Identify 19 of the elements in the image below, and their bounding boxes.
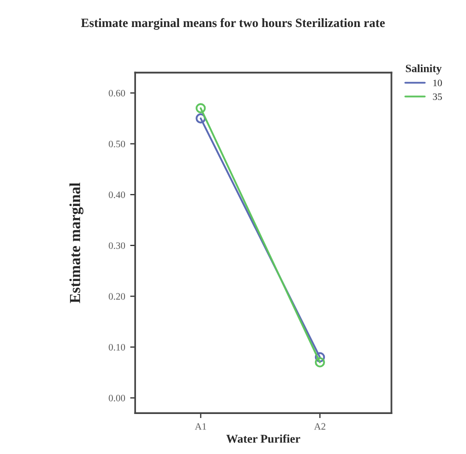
legend-title: Salinity	[406, 64, 442, 74]
legend-label: 10	[433, 80, 442, 86]
y-tick-label: 0.00	[108, 394, 126, 402]
chart-title: Estimate marginal means for two hours Sterilization rate	[81, 18, 385, 30]
point	[314, 352, 325, 362]
point	[196, 103, 206, 114]
y-tick-label: 0.30	[108, 242, 126, 249]
y-axis-title: Estimate marginal	[69, 182, 84, 304]
x-tick-label: A2	[314, 423, 326, 430]
legend-label: 35	[433, 93, 442, 100]
y-tick-label: 0.20	[108, 293, 126, 300]
point	[314, 357, 325, 368]
y-tick-label: 0.40	[108, 192, 126, 198]
y-tick-label: 0.60	[108, 90, 126, 96]
x-axis-title: Water Purifier	[226, 434, 300, 443]
point	[196, 113, 206, 124]
y-tick-label: 0.10	[108, 344, 126, 351]
x-tick-label: A1	[194, 423, 206, 430]
y-tick-label: 0.50	[108, 140, 126, 148]
